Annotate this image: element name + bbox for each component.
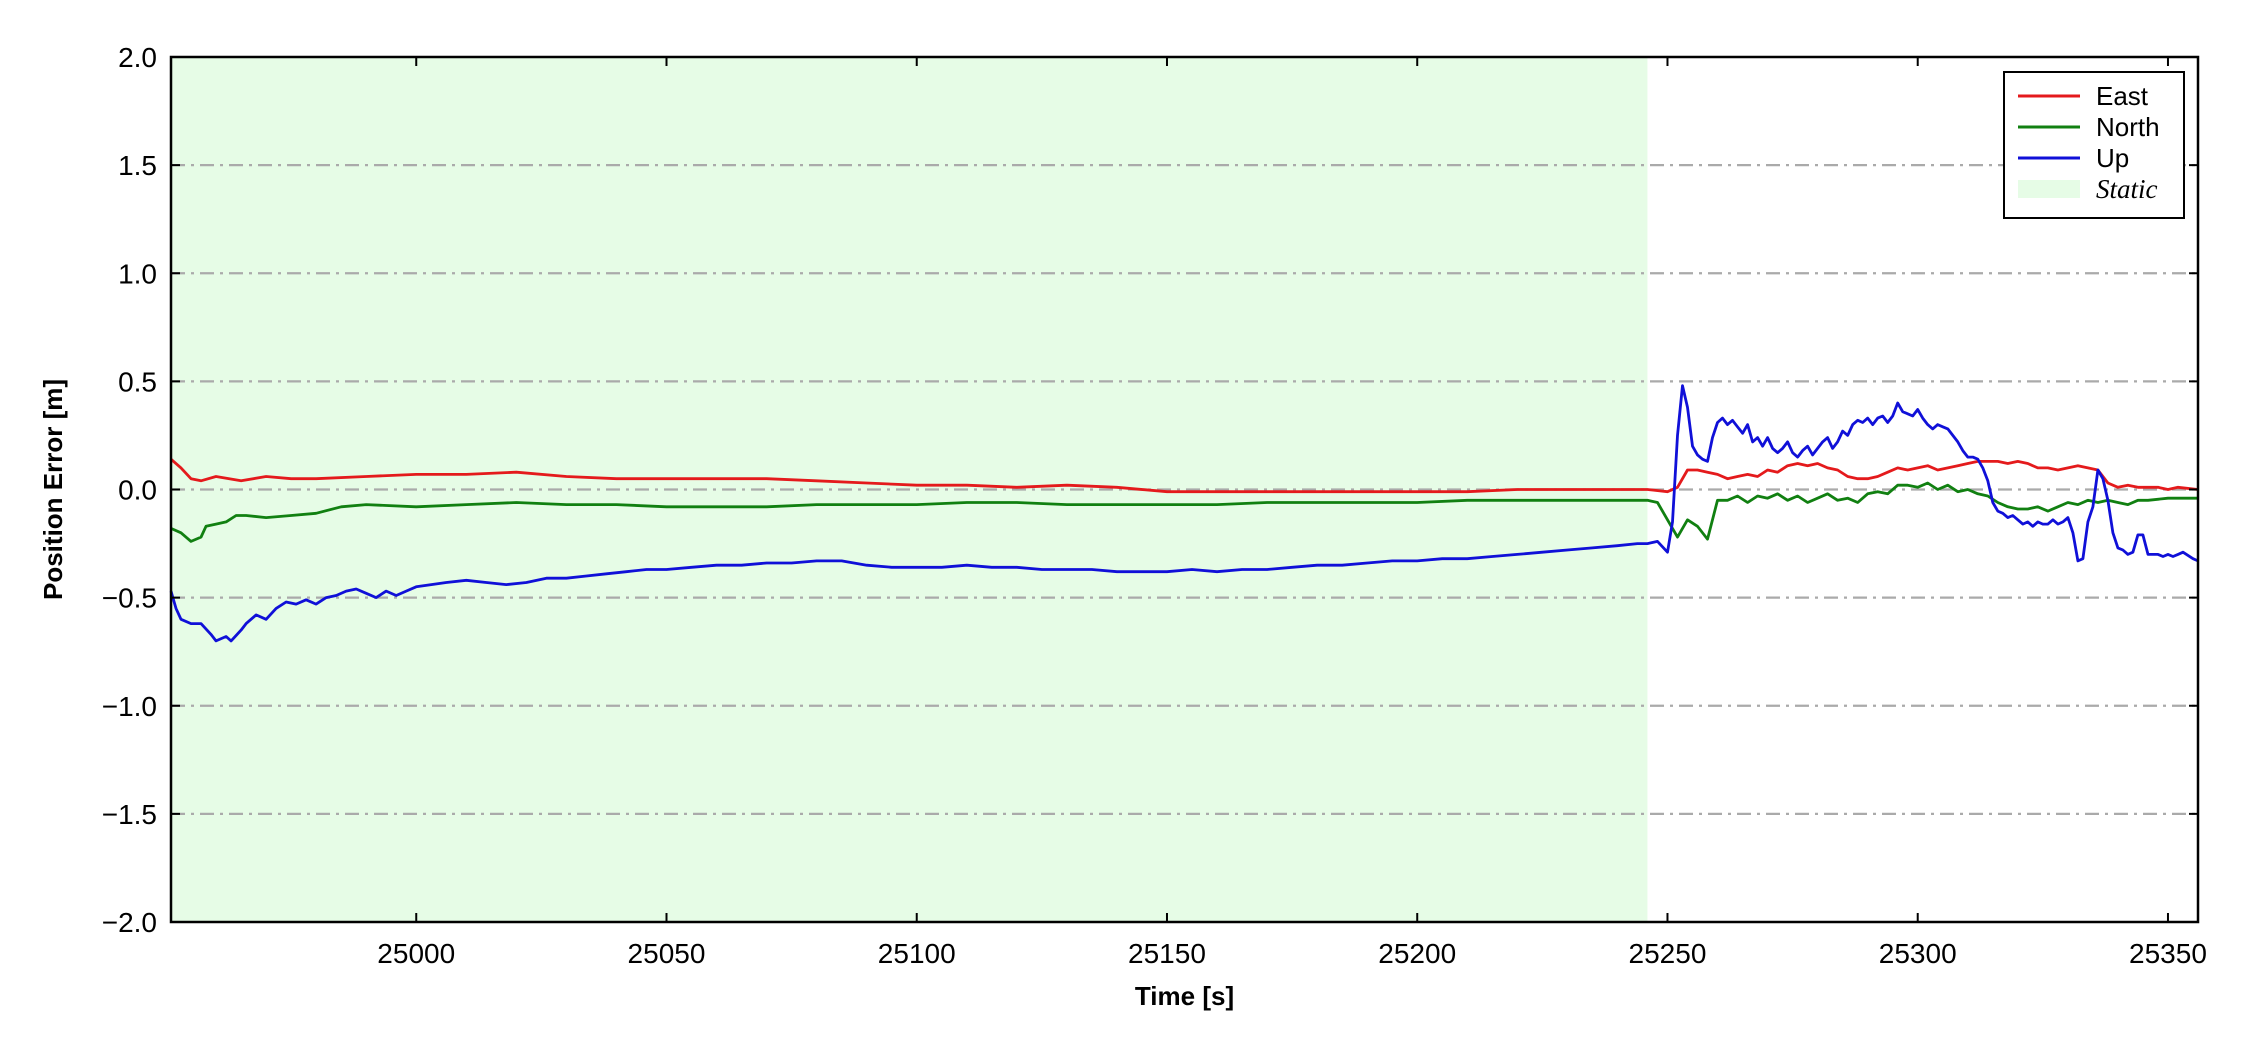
y-tick-label: −2.0 [102, 907, 157, 938]
y-axis-title: Position Error [m] [38, 379, 68, 600]
legend-label-static: Static [2096, 174, 2158, 204]
x-tick-label: 25200 [1378, 938, 1456, 969]
gridlines [171, 164, 2198, 815]
y-tick-label: −1.5 [102, 799, 157, 830]
series-line-up [169, 384, 2199, 643]
legend-label-east: East [2096, 81, 2149, 111]
y-tick-label: −0.5 [102, 583, 157, 614]
legend-swatch-static [2018, 180, 2080, 198]
axis-ticks [171, 56, 2198, 923]
x-tick-label: 25100 [878, 938, 956, 969]
y-tick-label: 1.0 [118, 258, 157, 289]
series-line-north [170, 481, 2198, 543]
y-tick-label: 1.5 [118, 150, 157, 181]
legend-label-up: Up [2096, 143, 2129, 173]
y-tick-label: 0.0 [118, 475, 157, 506]
y-tick-label: 2.0 [118, 42, 157, 73]
data-series [169, 384, 2199, 643]
y-tick-labels: −2.0 −1.5 −1.0 −0.5 0.0 0.5 1.0 1.5 2.0 [102, 42, 157, 938]
x-tick-label: 25000 [377, 938, 455, 969]
x-tick-label: 25350 [2129, 938, 2207, 969]
x-tick-label: 25150 [1128, 938, 1206, 969]
y-tick-label: −1.0 [102, 691, 157, 722]
x-axis-title: Time [s] [1135, 981, 1234, 1011]
x-tick-label: 25250 [1629, 938, 1707, 969]
series-line-east [170, 458, 2199, 494]
y-tick-label: 0.5 [118, 366, 157, 397]
x-tick-label: 25300 [1879, 938, 1957, 969]
x-tick-label: 25050 [628, 938, 706, 969]
x-tick-labels: 25000 25050 25100 25150 25200 25250 25300 25350 [377, 938, 2207, 969]
legend-label-north: North [2096, 112, 2160, 142]
